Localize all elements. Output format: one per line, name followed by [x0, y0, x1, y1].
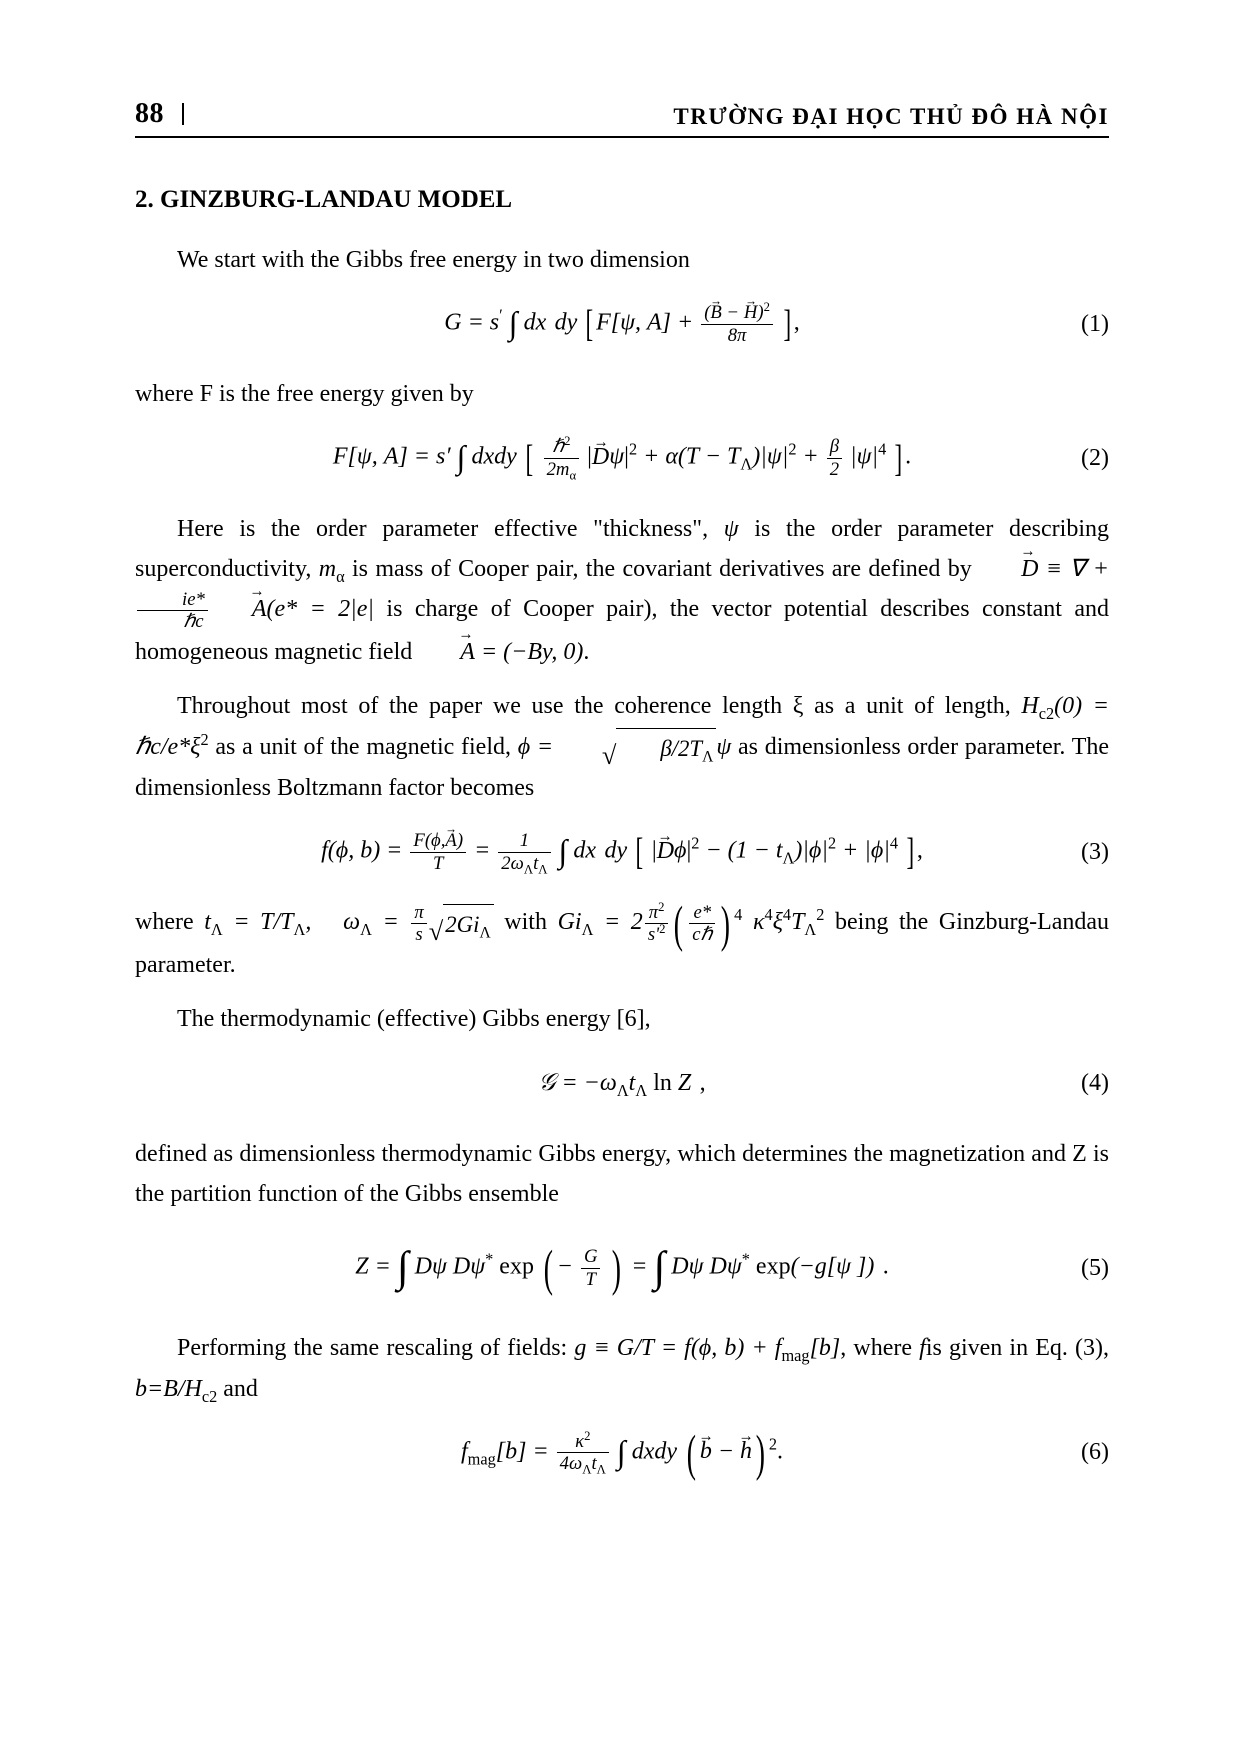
- section-heading: 2. GINZBURG-LANDAU MODEL: [135, 186, 1109, 214]
- sym-f: f: [919, 1335, 926, 1361]
- sym-GiL: Gi: [558, 909, 582, 935]
- sym-Hc2: H: [1021, 693, 1038, 719]
- sym-Aval: (−By, 0): [503, 639, 583, 665]
- paragraph-7: defined as dimensionless thermodynamic G…: [135, 1134, 1109, 1215]
- sym-sp2: s': [648, 924, 659, 945]
- equation-1: G = s′ ∫ dxdy [F[ψ, A] + (B − H)28π ], (…: [135, 294, 1109, 354]
- sym-beta: β/2T: [660, 736, 702, 761]
- section-title-text: GINZBURG-LANDAU MODEL: [160, 186, 512, 213]
- header-divider: [182, 103, 184, 125]
- equation-4: 𝒢 = −ωΛtΛ ln Z, (4): [135, 1054, 1109, 1114]
- paragraph-3: Here is the order parameter effective "t…: [135, 509, 1109, 673]
- equation-5: Z = ∫ Dψ Dψ* exp (− GT ) = ∫ Dψ Dψ* exp(…: [135, 1228, 1109, 1308]
- sym-D: D: [979, 549, 1038, 589]
- equation-3-number: (3): [1081, 839, 1109, 866]
- equation-4-number: (4): [1081, 1070, 1109, 1097]
- equation-1-number: (1): [1081, 311, 1109, 338]
- sym-gequiv: g ≡ G/T = f(ϕ, b) + f: [574, 1335, 781, 1361]
- paragraph-8: Performing the same rescaling of fields:…: [135, 1328, 1109, 1409]
- sym-mag: mag: [781, 1346, 809, 1365]
- sym-TL2: T: [791, 909, 804, 935]
- p8-d: and: [217, 1376, 258, 1402]
- page-number-text: 88: [135, 98, 164, 130]
- paragraph-1: We start with the Gibbs free energy in t…: [135, 240, 1109, 280]
- sym-c2b: c2: [202, 1386, 217, 1405]
- header-institution: TRƯỜNG ĐẠI HỌC THỦ ĐÔ HÀ NỘI: [673, 104, 1109, 130]
- p5-a: where: [135, 909, 204, 935]
- equation-3: f(ϕ, b) = F(ϕ,A)T = 12ωΛtΛ ∫ dxdy [ |Dϕ|…: [135, 822, 1109, 882]
- sym-TTL: = T/T: [223, 909, 294, 935]
- paragraph-4: Throughout most of the paper we use the …: [135, 686, 1109, 808]
- sym-L6: Λ: [582, 920, 594, 939]
- sym-L3: Λ: [294, 920, 306, 939]
- sym-pi2: π: [649, 902, 658, 923]
- sym-L7: Λ: [804, 920, 816, 939]
- paragraph-5: where tΛ = T/TΛ, ωΛ = πs√2GiΛ with GiΛ =…: [135, 902, 1109, 985]
- page-content: 88 TRƯỜNG ĐẠI HỌC THỦ ĐÔ HÀ NỘI 2. GINZB…: [135, 98, 1109, 1503]
- equation-5-number: (5): [1081, 1255, 1109, 1282]
- equation-6-number: (6): [1081, 1439, 1109, 1466]
- equation-3-body: f(ϕ, b) = F(ϕ,A)T = 12ωΛtΛ ∫ dxdy [ |Dϕ|…: [321, 831, 923, 873]
- equation-1-body: G = s′ ∫ dxdy [F[ψ, A] + (B − H)28π ],: [444, 303, 800, 345]
- p5-b: with: [494, 909, 558, 935]
- sym-estar: e*: [275, 596, 298, 622]
- sym-beq: b=B/H: [135, 1376, 202, 1402]
- sym-L2: Λ: [211, 920, 223, 939]
- sym-eq2: = 2: [593, 909, 642, 935]
- equation-6-body: fmag[b] = κ24ωΛtΛ ∫ dxdy (b − h)2.: [461, 1432, 783, 1474]
- sym-psi: ψ: [724, 516, 739, 542]
- p8-c: is given in Eq. (3),: [926, 1335, 1109, 1361]
- sym-L1: Λ: [702, 748, 713, 765]
- sym-nabla: ∇: [1069, 556, 1085, 582]
- sym-phi: ϕ =: [518, 734, 560, 760]
- sym-estar2: e*: [690, 903, 714, 923]
- p8-b: , where: [840, 1335, 919, 1361]
- page-number: 88: [135, 98, 184, 130]
- page-header: 88 TRƯỜNG ĐẠI HỌC THỦ ĐÔ HÀ NỘI: [135, 98, 1109, 138]
- paragraph-2: where F is the free energy given by: [135, 374, 1109, 414]
- sym-s: s: [412, 925, 425, 945]
- p4-a: Throughout most of the paper we use the …: [177, 693, 1021, 719]
- p3-c: is mass of Cooper pair, the covariant de…: [345, 556, 979, 582]
- sym-L4: Λ: [360, 920, 372, 939]
- equation-2-number: (2): [1081, 445, 1109, 472]
- sym-c2: c2: [1039, 704, 1054, 723]
- equation-6: fmag[b] = κ24ωΛtΛ ∫ dxdy (b − h)2. (6): [135, 1423, 1109, 1483]
- sym-xi: ξ: [773, 909, 783, 935]
- p3-a: Here is the order parameter effective "t…: [177, 516, 724, 542]
- equation-4-body: 𝒢 = −ωΛtΛ ln Z,: [538, 1070, 705, 1097]
- equation-5-body: Z = ∫ Dψ Dψ* exp (− GT ) = ∫ Dψ Dψ* exp(…: [355, 1247, 888, 1289]
- sym-omega: ω: [343, 909, 360, 935]
- sym-ch: cℏ: [689, 925, 715, 945]
- sym-A: A: [210, 589, 267, 629]
- section-number: 2.: [135, 186, 154, 213]
- equation-2: F[ψ, A] = s′ ∫ dxdy [ ℏ22mα |Dψ|2 + α(T …: [135, 429, 1109, 489]
- sym-kappa: κ: [753, 909, 765, 935]
- sym-2Gi: 2Gi: [445, 912, 479, 937]
- sym-tL: t: [204, 909, 211, 935]
- sym-L5: Λ: [479, 924, 490, 941]
- p4-b: as a unit of the magnetic field,: [209, 734, 518, 760]
- p8-a: Performing the same rescaling of fields:: [177, 1335, 574, 1361]
- sym-m: m: [319, 556, 336, 582]
- equation-2-body: F[ψ, A] = s′ ∫ dxdy [ ℏ22mα |Dψ|2 + α(T …: [333, 437, 911, 479]
- sym-pi: π: [411, 903, 426, 923]
- sym-barg: [b]: [810, 1335, 841, 1361]
- paragraph-6: The thermodynamic (effective) Gibbs ener…: [135, 999, 1109, 1039]
- sym-alpha: α: [336, 567, 345, 586]
- sym-A2: A: [418, 632, 475, 672]
- sym-psi2: ψ: [716, 734, 731, 760]
- sym-2e: 2|e|: [338, 596, 374, 622]
